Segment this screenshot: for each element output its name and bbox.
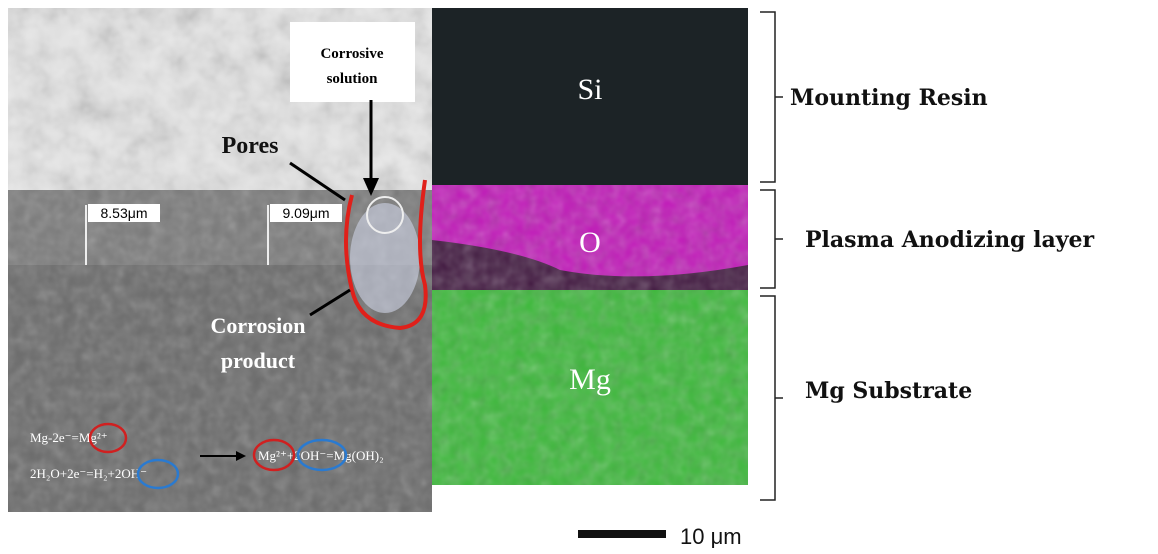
layer-label: Mg Substrate (805, 378, 972, 404)
element-label: Si (577, 73, 602, 106)
layer-label: Plasma Anodizing layer (805, 227, 1094, 253)
equation: Mg²⁺+2OH⁻=Mg(OH)₂ (258, 448, 384, 463)
scale-label: 10 μm (680, 524, 742, 549)
equation: 2H₂O+2e⁻=H₂+2OH⁻ (30, 466, 147, 481)
annotation: Corrosive (320, 46, 383, 62)
thickness-label: 9.09μm (283, 205, 330, 221)
figure: Corrosive solution Pores 8.53μm 9.09μm C… (0, 0, 1158, 554)
scale-bar (578, 530, 666, 538)
annotation: Pores (222, 133, 279, 159)
annotation: product (221, 348, 296, 373)
annotation: solution (327, 71, 379, 87)
equation: Mg-2e⁻=Mg²⁺ (30, 430, 108, 445)
bracket (760, 12, 783, 182)
thickness-label: 8.53μm (101, 205, 148, 221)
annotation: Corrosion (211, 313, 306, 338)
element-label: O (579, 226, 601, 259)
bracket (760, 296, 783, 500)
element-label: Mg (569, 363, 611, 396)
bracket (760, 190, 783, 288)
eds-maps: Si O Mg (432, 8, 748, 485)
callout-box (290, 22, 415, 102)
brackets (760, 12, 783, 500)
layer-label: Mounting Resin (790, 85, 988, 111)
pore-zone (350, 203, 420, 313)
micrograph: Corrosive solution Pores 8.53μm 9.09μm C… (8, 8, 432, 512)
